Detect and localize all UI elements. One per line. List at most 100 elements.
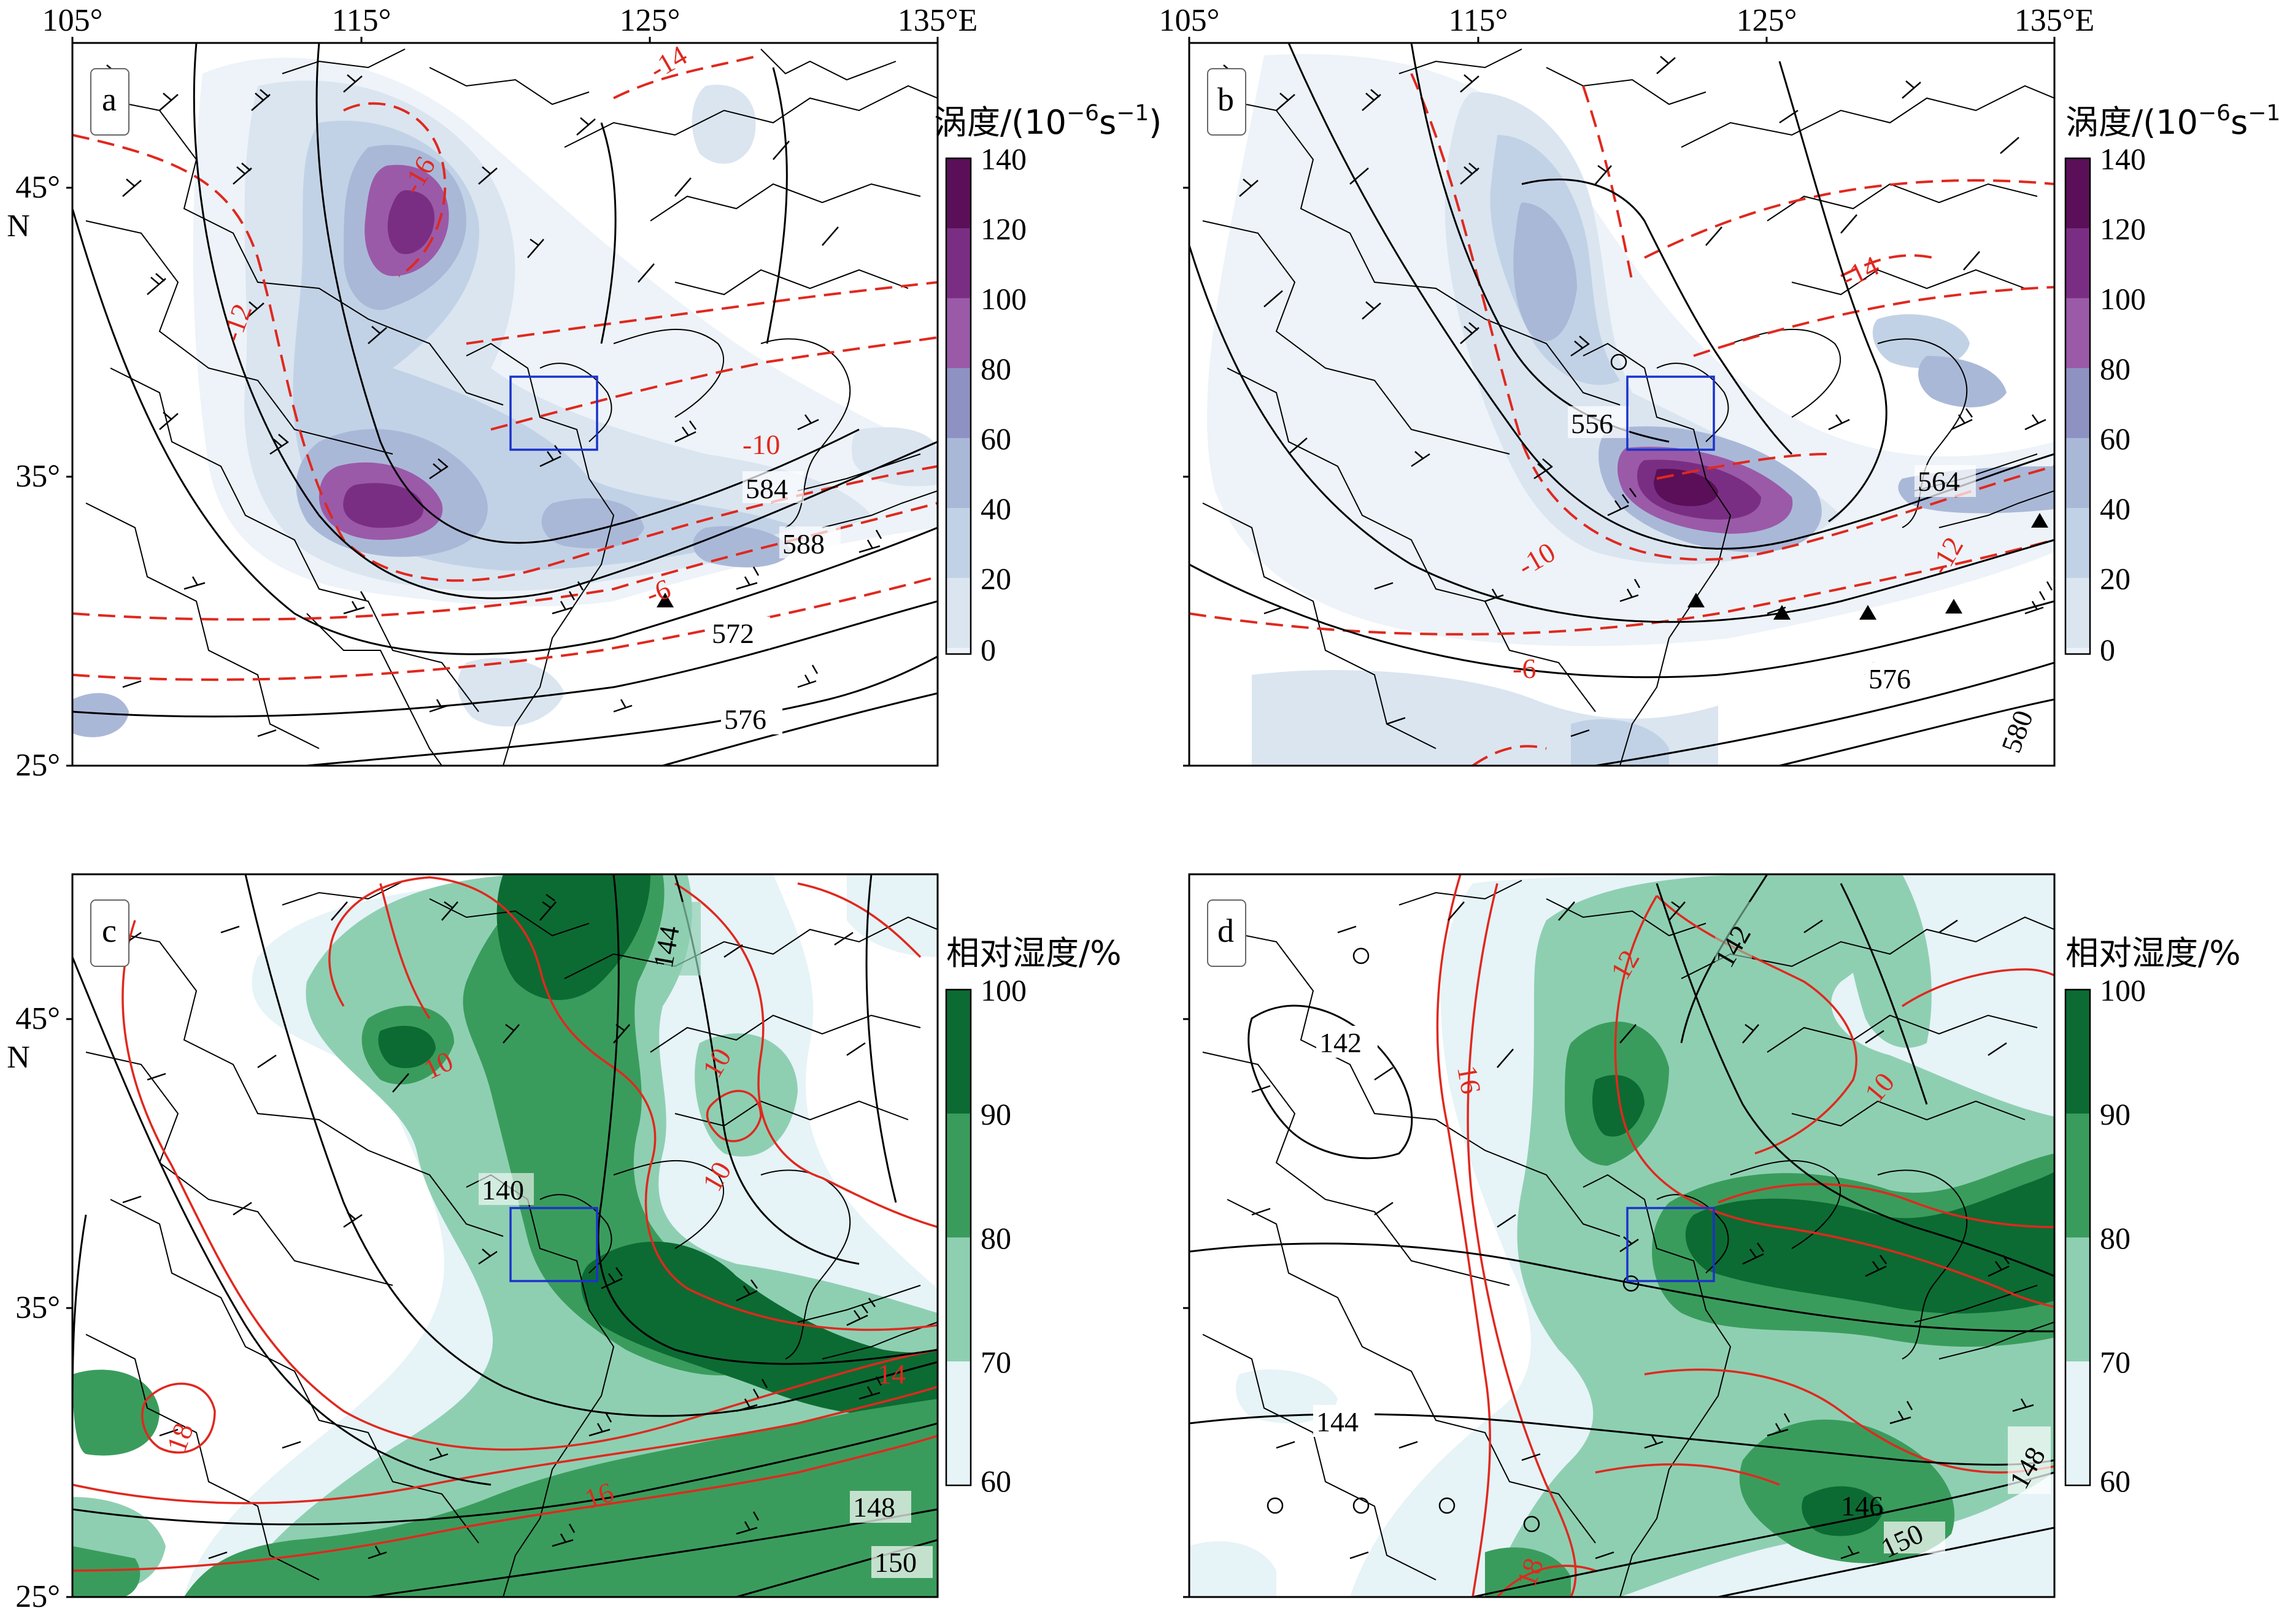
panel-d-height-label-4: 146 xyxy=(1841,1490,1883,1522)
panel-c-frame xyxy=(71,873,939,1598)
y-tick-c-1: 45° xyxy=(15,1001,60,1036)
cb-a-tick-5: 60 xyxy=(981,421,1011,456)
panel-a-map: 584 588 572 576 -14 -16 -12 -10 -6 xyxy=(72,43,938,766)
panel-d: 142 142 144 146 148 150 12 16 10 18 d xyxy=(1188,873,2056,1598)
panel-d-calm-markers xyxy=(1267,947,1640,1533)
cb-d-tick-2: 90 xyxy=(2100,1097,2131,1131)
x-tick-a-2: 115° xyxy=(332,3,391,38)
cb-a-tick-4: 80 xyxy=(981,352,1011,386)
colorbar-vorticity-a-label: 涡度/(10−6s−1) xyxy=(934,101,1162,142)
cb-b-tick-6: 40 xyxy=(2100,491,2131,526)
panel-a-height-label-1: 584 xyxy=(746,473,788,504)
axis-ticks xyxy=(66,37,2056,1598)
cb-b-tick-3: 100 xyxy=(2100,282,2146,316)
panel-a-temp-label-4: -10 xyxy=(742,429,780,460)
cb-b-tick-7: 20 xyxy=(2100,561,2131,596)
cb-d-tick-5: 60 xyxy=(2100,1464,2131,1498)
panel-a-height-label-2: 588 xyxy=(782,528,825,560)
panel-c-boundaries xyxy=(85,880,938,1597)
y-tick-c-3: 25° xyxy=(15,1579,60,1614)
cb-c-tick-3: 80 xyxy=(981,1221,1011,1255)
cb-a-tick-1: 140 xyxy=(981,142,1027,176)
panel-b-letter: b xyxy=(1217,81,1234,118)
panel-d-frame xyxy=(1188,873,2056,1598)
y-axis-letter-c: N xyxy=(7,1040,30,1075)
cb-a-tick-8: 0 xyxy=(981,633,996,667)
panel-a-letter-box xyxy=(90,68,129,136)
panel-d-map: 142 142 144 146 148 150 12 16 10 18 xyxy=(1189,874,2054,1597)
panel-c-study-box xyxy=(509,1207,598,1282)
panel-d-humidity-shading xyxy=(1189,874,2054,1597)
cb-c-tick-1: 100 xyxy=(981,973,1027,1007)
y-tick-a-2: 35° xyxy=(15,459,60,494)
cb-a-tick-7: 20 xyxy=(981,561,1011,596)
panel-b-letter-box xyxy=(1207,68,1246,136)
y-tick-c-2: 35° xyxy=(15,1290,60,1325)
cb-c-tick-5: 60 xyxy=(981,1464,1011,1498)
x-tick-b-4: 135°E xyxy=(2015,3,2095,38)
x-tick-b-2: 115° xyxy=(1449,3,1508,38)
panel-b-height-label-1: 556 xyxy=(1571,408,1613,439)
panel-c: 140 144 148 150 10 10 10 14 16 18 c xyxy=(71,873,939,1598)
panel-a-height-label-3: 572 xyxy=(712,618,754,649)
colorbar-humidity-c-label: 相对湿度/% xyxy=(946,934,1122,972)
panel-a-frame xyxy=(71,42,939,767)
panel-a-wind-barbs xyxy=(98,64,882,737)
panel-c-height-label-1: 140 xyxy=(482,1174,524,1206)
panel-c-map: 140 144 148 150 10 10 10 14 16 18 xyxy=(72,874,938,1597)
panel-c-wind-barbs xyxy=(122,893,882,1560)
panel-d-temp-label-2: 16 xyxy=(1451,1063,1487,1096)
panel-d-study-box xyxy=(1626,1207,1715,1282)
panel-d-temperature-contours xyxy=(1436,874,2054,1597)
panel-a: 584 588 572 576 -14 -16 -12 -10 -6 a xyxy=(71,42,939,767)
panel-c-height-label-2: 144 xyxy=(647,923,685,971)
x-tick-b-1: 105° xyxy=(1159,3,1220,38)
colorbar-vorticity-b: 涡度/(10−6s−1) 140 120 100 80 60 40 20 0 xyxy=(2064,101,2279,667)
cb-b-tick-8: 0 xyxy=(2100,633,2115,667)
panel-b-temperature-contours xyxy=(1189,73,2054,766)
panel-a-height-labels: 584 588 572 576 xyxy=(709,471,841,735)
cb-c-tick-2: 90 xyxy=(981,1097,1011,1131)
y-axis-letter-a: N xyxy=(7,209,30,244)
cb-b-tick-4: 80 xyxy=(2100,352,2131,386)
panel-c-height-labels: 140 144 148 150 xyxy=(479,902,933,1578)
cb-c-tick-4: 70 xyxy=(981,1345,1011,1379)
y-tick-a-3: 25° xyxy=(15,748,60,783)
panel-b-boundaries xyxy=(1202,48,2054,766)
cb-a-tick-2: 120 xyxy=(981,212,1027,246)
panel-c-height-label-4: 150 xyxy=(874,1547,917,1578)
panel-c-letter-box xyxy=(90,899,129,967)
panel-d-letter-box xyxy=(1207,899,1246,967)
panel-d-height-label-3: 144 xyxy=(1316,1406,1359,1437)
panel-d-boundaries xyxy=(1202,880,2054,1597)
cb-b-tick-1: 140 xyxy=(2100,142,2146,176)
panel-a-height-label-4: 576 xyxy=(724,704,766,735)
panel-a-vorticity-shading xyxy=(72,58,938,737)
panel-a-height-contours xyxy=(72,43,938,766)
cb-d-tick-3: 80 xyxy=(2100,1221,2131,1255)
panel-b: 556 564 576 580 -14 -12 -10 -6 b xyxy=(1188,42,2056,767)
panel-b-front-markers xyxy=(1687,513,2048,620)
x-tick-b-3: 125° xyxy=(1737,3,1797,38)
panel-b-map: 556 564 576 580 -14 -12 -10 -6 xyxy=(1189,43,2054,766)
panel-a-front-marker xyxy=(657,593,674,607)
panel-c-temp-label-4: 14 xyxy=(877,1358,906,1390)
cb-d-tick-4: 70 xyxy=(2100,1345,2131,1379)
colorbar-humidity-d: 相对湿度/% 100 90 80 70 60 xyxy=(2064,934,2241,1498)
cb-a-tick-3: 100 xyxy=(981,282,1027,316)
panel-d-height-contours xyxy=(1189,874,2054,1597)
panel-b-height-label-2: 564 xyxy=(1918,466,1960,497)
panel-a-study-box xyxy=(509,375,598,451)
panel-b-height-label-3: 576 xyxy=(1868,663,1911,695)
panel-d-wind-barbs xyxy=(1227,901,2034,1560)
panel-d-height-label-1: 142 xyxy=(1319,1027,1362,1058)
colorbar-humidity-d-label: 相对湿度/% xyxy=(2065,934,2241,972)
x-tick-a-1: 105° xyxy=(42,3,103,38)
panel-b-calm-marker xyxy=(1610,353,1627,371)
y-tick-a-1: 45° xyxy=(15,170,60,205)
panel-c-height-label-3: 148 xyxy=(853,1491,895,1523)
cb-d-tick-1: 100 xyxy=(2100,973,2146,1007)
cb-a-tick-6: 40 xyxy=(981,491,1011,526)
colorbar-vorticity-b-label: 涡度/(10−6s−1) xyxy=(2065,101,2279,142)
